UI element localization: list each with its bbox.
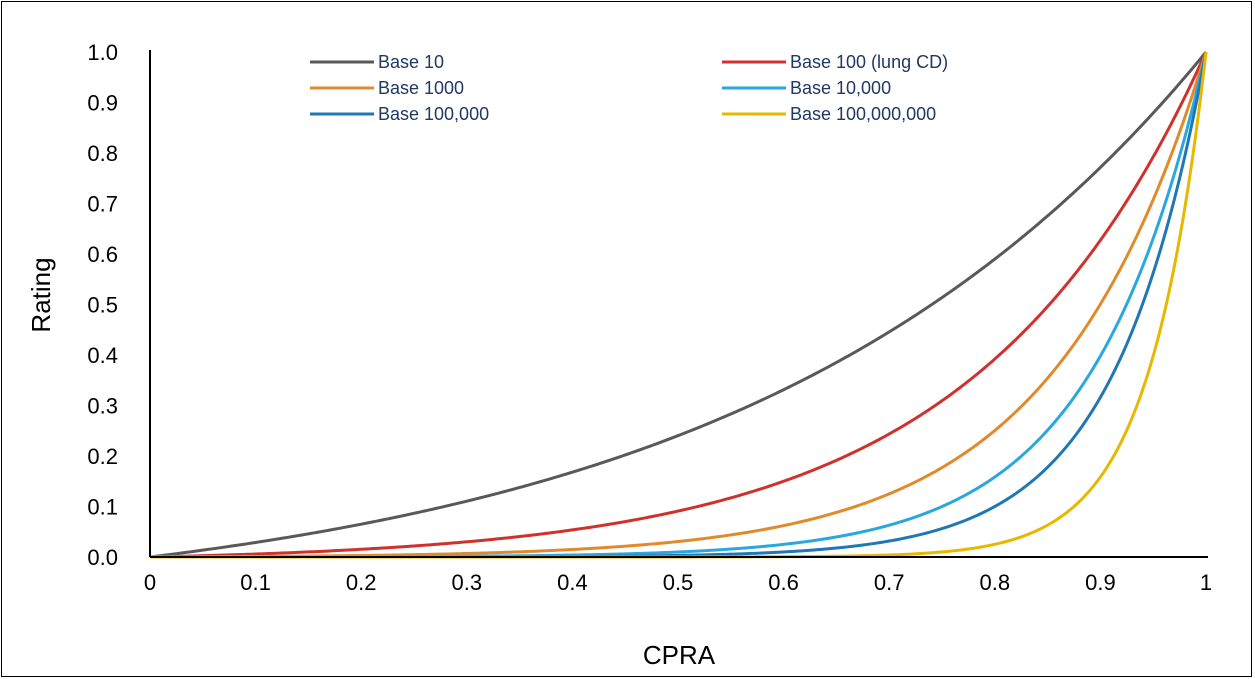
x-tick-label: 1 (1200, 570, 1212, 595)
x-tick-label: 0.6 (768, 570, 799, 595)
x-axis-title: CPRA (643, 640, 716, 670)
y-axis-title: Rating (26, 257, 56, 332)
legend-label: Base 10,000 (790, 78, 891, 98)
y-tick-label: 1.0 (87, 40, 118, 65)
x-tick-label: 0.3 (452, 570, 483, 595)
x-tick-label: 0.5 (663, 570, 694, 595)
y-tick-label: 0.6 (87, 242, 118, 267)
legend: Base 10 Base 100 (lung CD) Base 1000 Base 1… (310, 52, 948, 124)
legend-label: Base 100 (lung CD) (790, 52, 948, 72)
legend-label: Base 100,000 (378, 104, 489, 124)
y-tick-label: 0.8 (87, 141, 118, 166)
x-tick-label: 0.1 (240, 570, 271, 595)
series-line (149, 51, 1208, 559)
x-tick-labels: 0 0.1 0.2 0.3 0.4 0.5 0.6 0.7 0.8 0.9 1 (144, 570, 1212, 595)
legend-label: Base 100,000,000 (790, 104, 936, 124)
y-tick-labels: 0.0 0.1 0.2 0.3 0.4 0.5 0.6 0.7 0.8 0.9 1.0 (87, 40, 118, 570)
y-tick-label: 0.7 (87, 192, 118, 217)
y-tick-label: 0.5 (87, 293, 118, 318)
y-tick-label: 0.3 (87, 394, 118, 419)
legend-label: Base 1000 (378, 78, 464, 98)
x-tick-label: 0.8 (980, 570, 1011, 595)
x-tick-label: 0.2 (346, 570, 377, 595)
y-tick-label: 0.9 (87, 91, 118, 116)
x-tick-label: 0.7 (874, 570, 905, 595)
x-tick-label: 0 (144, 570, 156, 595)
x-tick-label: 0.9 (1085, 570, 1116, 595)
series-line (149, 51, 1208, 559)
y-tick-label: 0.0 (87, 545, 118, 570)
y-tick-label: 0.4 (87, 343, 118, 368)
x-tick-label: 0.4 (557, 570, 588, 595)
legend-label: Base 10 (378, 52, 444, 72)
series-layer (149, 51, 1208, 559)
y-tick-label: 0.1 (87, 495, 118, 520)
y-tick-label: 0.2 (87, 444, 118, 469)
